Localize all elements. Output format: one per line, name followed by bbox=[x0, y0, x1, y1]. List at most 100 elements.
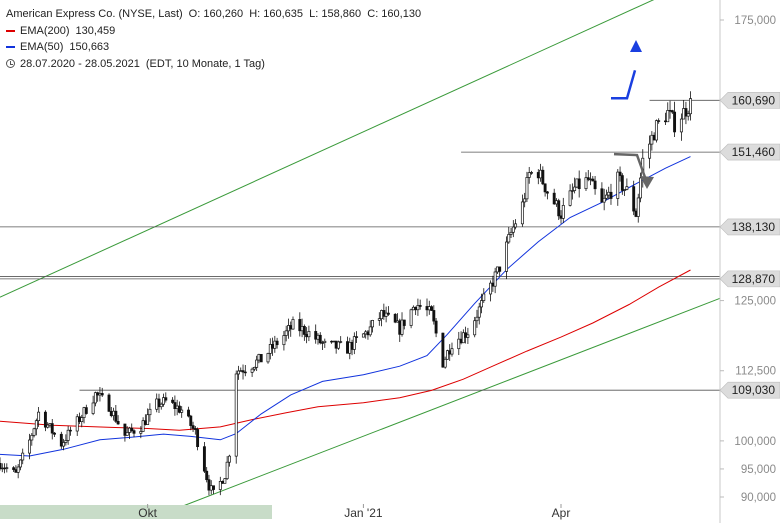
candle-body-104 bbox=[330, 340, 334, 343]
candle-body-130 bbox=[411, 306, 415, 311]
candle-body-186 bbox=[589, 178, 592, 181]
y-tick-label-3: 112,500 bbox=[735, 366, 776, 378]
candle-body-82 bbox=[257, 354, 261, 361]
candle-body-107 bbox=[336, 341, 340, 349]
candle-body-217 bbox=[686, 113, 690, 117]
candle-body-134 bbox=[425, 306, 429, 311]
ema200-label: EMA(200) bbox=[20, 24, 70, 37]
candle-body-153 bbox=[482, 293, 486, 301]
y-tick-label-4: 125,000 bbox=[734, 296, 776, 308]
candle-body-68 bbox=[212, 485, 215, 490]
y-axis: 90,000 95,000 100,000 112,500 125,000 175,000 bbox=[719, 0, 776, 523]
candle-body-214 bbox=[679, 118, 683, 133]
candle-body-28 bbox=[84, 407, 88, 414]
candle-body-173 bbox=[545, 191, 549, 194]
candle-body-98 bbox=[307, 331, 311, 338]
candle-body-53 bbox=[164, 397, 168, 401]
candle-body-39 bbox=[123, 423, 127, 436]
candle-body-95 bbox=[300, 326, 304, 332]
candle-body-193 bbox=[609, 191, 613, 199]
instrument-title: American Express Co. (NYSE, Last) bbox=[6, 8, 183, 20]
chart-legend: American Express Co. (NYSE, Last) O: 160… bbox=[6, 6, 421, 72]
candle-body-102 bbox=[321, 342, 324, 344]
candle-body-135 bbox=[427, 306, 431, 311]
level-label-box-2 bbox=[719, 218, 780, 236]
candle-body-136 bbox=[430, 306, 433, 311]
candle-body-7 bbox=[18, 459, 22, 468]
y-tick-label-5: 175,000 bbox=[734, 15, 776, 27]
candle-body-204 bbox=[648, 143, 652, 159]
ema50-series bbox=[0, 156, 691, 457]
candle-body-179 bbox=[568, 190, 572, 206]
candle-body-22 bbox=[66, 429, 70, 441]
candle-body-35 bbox=[109, 411, 113, 417]
candle-body-172 bbox=[543, 183, 547, 193]
legend-title-row: American Express Co. (NYSE, Last) O: 160… bbox=[6, 6, 421, 23]
candle-body-85 bbox=[268, 344, 272, 354]
x-tick-label-1: Jan '21 bbox=[344, 506, 383, 520]
candle-body-143 bbox=[450, 348, 454, 355]
candle-body-50 bbox=[157, 398, 161, 408]
candle-body-29 bbox=[91, 402, 95, 414]
candle-body-132 bbox=[416, 305, 420, 311]
candle-body-105 bbox=[332, 340, 336, 343]
candle-body-118 bbox=[371, 320, 374, 328]
candle-body-126 bbox=[398, 320, 402, 335]
candle-body-199 bbox=[632, 186, 636, 212]
candle-body-21 bbox=[64, 440, 68, 443]
candle-body-151 bbox=[477, 306, 481, 318]
candle-body-200 bbox=[634, 210, 638, 217]
candle-body-101 bbox=[318, 334, 322, 344]
candle-body-109 bbox=[346, 341, 349, 354]
x-axis-highlight-band bbox=[0, 505, 272, 519]
candle-body-5 bbox=[14, 469, 18, 473]
candle-body-139 bbox=[441, 332, 445, 368]
candle-body-70 bbox=[221, 481, 225, 484]
candle-body-99 bbox=[314, 331, 318, 340]
candle-body-13 bbox=[37, 411, 41, 422]
range-info: (EDT, 10 Monate, 1 Tag) bbox=[145, 57, 265, 70]
candle-body-169 bbox=[536, 172, 540, 179]
candle-body-81 bbox=[255, 359, 259, 368]
y-tick-label-0: 90,000 bbox=[741, 492, 776, 504]
candle-body-58 bbox=[180, 409, 184, 413]
candle-body-167 bbox=[527, 172, 531, 178]
candle-body-189 bbox=[600, 188, 604, 203]
candle-body-46 bbox=[143, 420, 147, 425]
candle-body-141 bbox=[445, 350, 449, 360]
candle-body-9 bbox=[28, 439, 31, 454]
candle-body-155 bbox=[491, 282, 495, 287]
candle-body-148 bbox=[466, 334, 470, 338]
candle-body-1 bbox=[0, 467, 4, 470]
candle-body-165 bbox=[523, 198, 527, 203]
candle-body-19 bbox=[59, 433, 63, 447]
candle-body-14 bbox=[43, 411, 47, 428]
down-arrow-shaft bbox=[613, 152, 648, 181]
candle-body-2 bbox=[3, 467, 6, 470]
horizontal-levels bbox=[0, 99, 720, 391]
candle-body-208 bbox=[657, 120, 661, 122]
ema200-line bbox=[0, 269, 691, 431]
candle-body-188 bbox=[593, 180, 597, 190]
candle-body-207 bbox=[654, 120, 658, 141]
candle-body-100 bbox=[316, 334, 320, 340]
candle-body-90 bbox=[284, 330, 288, 336]
candle-body-114 bbox=[361, 333, 365, 338]
date-range: 28.07.2020 - 28.05.2021 bbox=[20, 57, 140, 70]
candle-body-123 bbox=[386, 312, 390, 315]
candle-body-94 bbox=[298, 319, 302, 332]
projection-arrows bbox=[611, 40, 654, 189]
candle-body-42 bbox=[130, 427, 134, 432]
candle-body-11 bbox=[32, 428, 36, 436]
candle-body-201 bbox=[636, 197, 640, 217]
candle-body-6 bbox=[16, 466, 20, 473]
candle-body-195 bbox=[618, 171, 622, 176]
level-label-box-5 bbox=[719, 381, 780, 399]
candle-body-3 bbox=[5, 467, 9, 469]
candle-body-23 bbox=[68, 429, 72, 432]
level-labels: 160,690 151,460 138,130 128,870 109,030 bbox=[719, 92, 780, 399]
candle-body-38 bbox=[116, 420, 120, 425]
candle-body-160 bbox=[507, 234, 511, 243]
channel-line-0 bbox=[0, 0, 655, 298]
